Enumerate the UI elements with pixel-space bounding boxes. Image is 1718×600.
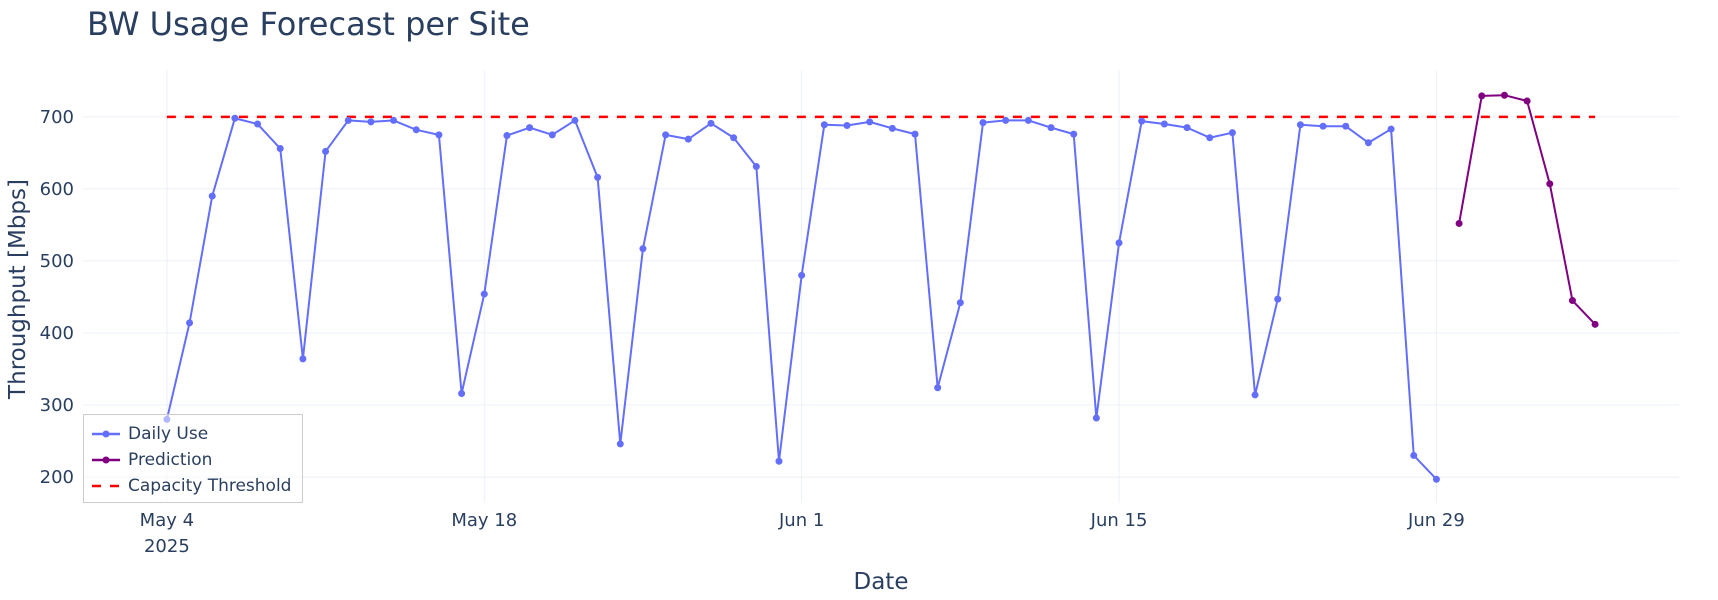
legend: Daily Use Prediction Capacity Threshold bbox=[83, 414, 303, 503]
legend-item-prediction[interactable]: Prediction bbox=[90, 448, 212, 472]
data-point-marker[interactable] bbox=[820, 121, 828, 129]
data-point-marker[interactable] bbox=[1183, 124, 1191, 132]
data-point-marker[interactable] bbox=[344, 116, 352, 124]
x-tick-label: May 18 bbox=[451, 510, 517, 531]
data-point-marker[interactable] bbox=[934, 384, 942, 392]
data-point-marker[interactable] bbox=[1410, 451, 1418, 459]
data-point-marker[interactable] bbox=[662, 131, 670, 139]
data-point-marker[interactable] bbox=[1002, 116, 1010, 124]
data-point-marker[interactable] bbox=[254, 120, 262, 128]
data-point-marker[interactable] bbox=[1274, 295, 1282, 303]
data-point-marker[interactable] bbox=[231, 114, 239, 122]
data-point-marker[interactable] bbox=[571, 116, 579, 124]
y-tick-label: 600 bbox=[40, 179, 74, 200]
x-axis-ticks: May 4 2025 May 18 Jun 1 Jun 15 Jun 29 bbox=[140, 510, 1465, 557]
legend-item-capacity-threshold[interactable]: Capacity Threshold bbox=[90, 474, 291, 498]
data-point-marker[interactable] bbox=[888, 124, 896, 132]
data-point-marker[interactable] bbox=[1500, 91, 1508, 99]
y-tick-label: 700 bbox=[40, 107, 74, 128]
data-point-marker[interactable] bbox=[1455, 219, 1463, 227]
x-axis-title: Date bbox=[854, 569, 909, 595]
data-point-marker[interactable] bbox=[684, 135, 692, 143]
data-point-marker[interactable] bbox=[322, 147, 330, 155]
data-point-marker[interactable] bbox=[208, 192, 216, 200]
dashed-line-icon bbox=[92, 484, 120, 488]
data-point-marker[interactable] bbox=[1387, 125, 1395, 133]
data-point-marker[interactable] bbox=[390, 116, 398, 124]
data-point-marker[interactable] bbox=[186, 319, 194, 327]
y-axis-title: Throughput [Mbps] bbox=[5, 179, 31, 400]
data-point-marker[interactable] bbox=[843, 121, 851, 129]
data-point-marker[interactable] bbox=[1342, 122, 1350, 130]
data-point-marker[interactable] bbox=[1138, 117, 1146, 125]
data-point-marker[interactable] bbox=[1296, 121, 1304, 129]
data-point-marker[interactable] bbox=[1568, 297, 1576, 305]
data-point-marker[interactable] bbox=[866, 118, 874, 126]
y-axis-ticks: 200 300 400 500 600 700 bbox=[40, 107, 74, 488]
x-tick-label: Jun 29 bbox=[1407, 510, 1465, 531]
data-point-marker[interactable] bbox=[594, 173, 602, 181]
data-point-marker[interactable] bbox=[1070, 130, 1078, 138]
data-point-marker[interactable] bbox=[367, 118, 375, 126]
x-tick-label: Jun 1 bbox=[778, 510, 824, 531]
data-point-marker[interactable] bbox=[1364, 139, 1372, 147]
data-point-marker[interactable] bbox=[1206, 134, 1214, 142]
y-tick-label: 200 bbox=[40, 467, 74, 488]
data-point-marker[interactable] bbox=[911, 130, 919, 138]
y-tick-label: 300 bbox=[40, 395, 74, 416]
data-point-marker[interactable] bbox=[1160, 120, 1168, 128]
x-tick-year-label: 2025 bbox=[144, 536, 190, 557]
chart-title: BW Usage Forecast per Site bbox=[87, 5, 530, 43]
data-point-marker[interactable] bbox=[775, 457, 783, 465]
data-point-marker[interactable] bbox=[1591, 320, 1599, 328]
data-point-marker[interactable] bbox=[1478, 92, 1486, 100]
data-point-marker[interactable] bbox=[979, 119, 987, 127]
data-point-marker[interactable] bbox=[503, 132, 511, 140]
data-point-marker[interactable] bbox=[956, 299, 964, 307]
data-point-marker[interactable] bbox=[1546, 180, 1554, 188]
data-point-marker[interactable] bbox=[299, 355, 307, 363]
data-point-marker[interactable] bbox=[526, 124, 534, 132]
prediction-line bbox=[1458, 94, 1596, 326]
data-point-marker[interactable] bbox=[480, 290, 488, 298]
data-point-marker[interactable] bbox=[435, 131, 443, 139]
data-point-marker[interactable] bbox=[276, 145, 284, 153]
data-point-marker[interactable] bbox=[1228, 129, 1236, 137]
data-point-marker[interactable] bbox=[752, 163, 760, 171]
series-layer bbox=[163, 91, 1599, 483]
legend-label: Daily Use bbox=[128, 424, 209, 444]
legend-item-daily-use[interactable]: Daily Use bbox=[90, 422, 208, 446]
data-point-marker[interactable] bbox=[616, 440, 624, 448]
legend-label: Capacity Threshold bbox=[128, 476, 292, 496]
data-point-marker[interactable] bbox=[639, 245, 647, 253]
data-point-marker[interactable] bbox=[1092, 414, 1100, 422]
line-marker-icon bbox=[92, 430, 120, 438]
y-tick-label: 400 bbox=[40, 323, 74, 344]
data-point-marker[interactable] bbox=[458, 389, 466, 397]
data-point-marker[interactable] bbox=[1115, 239, 1123, 247]
data-point-marker[interactable] bbox=[1024, 116, 1032, 124]
x-tick-label: May 4 bbox=[140, 510, 194, 531]
data-point-marker[interactable] bbox=[730, 134, 738, 142]
data-point-marker[interactable] bbox=[1047, 124, 1055, 132]
data-point-marker[interactable] bbox=[548, 131, 556, 139]
line-marker-icon bbox=[92, 456, 120, 464]
legend-label: Prediction bbox=[128, 450, 213, 470]
data-point-marker[interactable] bbox=[707, 119, 715, 127]
y-tick-label: 500 bbox=[40, 251, 74, 272]
data-point-marker[interactable] bbox=[798, 271, 806, 279]
data-point-marker[interactable] bbox=[1251, 391, 1259, 399]
gridlines bbox=[83, 70, 1679, 503]
data-point-marker[interactable] bbox=[1432, 475, 1440, 483]
data-point-marker[interactable] bbox=[1319, 122, 1327, 130]
data-point-marker[interactable] bbox=[1523, 97, 1531, 105]
x-tick-label: Jun 15 bbox=[1090, 510, 1148, 531]
data-point-marker[interactable] bbox=[412, 126, 420, 134]
